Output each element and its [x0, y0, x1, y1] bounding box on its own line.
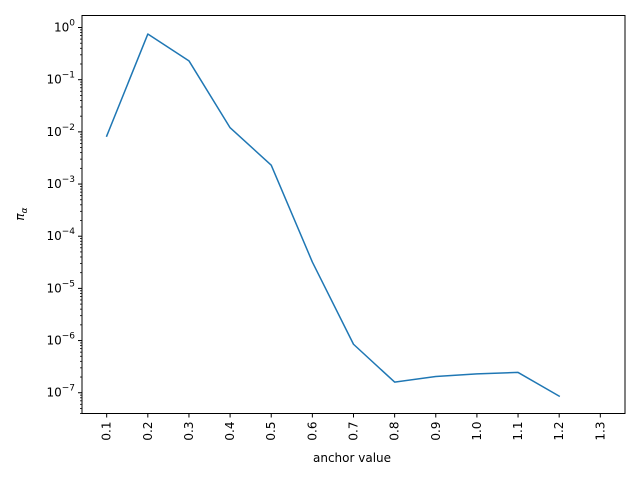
- series-layer: [105, 33, 561, 398]
- x-tick-label: 0.5: [264, 422, 278, 441]
- y-tick-label-base: 10: [46, 229, 61, 243]
- y-tick-label-base: 10: [46, 125, 61, 139]
- y-tick-label-base: 10: [46, 334, 61, 348]
- y-tick-label: 100: [54, 19, 75, 35]
- y-tick-label: 10−7: [46, 384, 75, 400]
- y-tick-label-exponent: 0: [69, 19, 75, 29]
- y-axis-label-sub: α: [20, 207, 30, 213]
- y-tick-label-exponent: −4: [62, 227, 76, 237]
- x-tick-label: 0.7: [347, 422, 361, 441]
- y-tick-label: 10−4: [46, 227, 75, 243]
- plot-frame: [81, 15, 626, 414]
- y-tick-label: 10−3: [46, 175, 75, 191]
- x-tick-label: 1.0: [470, 422, 484, 441]
- x-tick-label: 0.2: [141, 422, 155, 441]
- y-tick-label-base: 10: [54, 21, 69, 35]
- x-tick-label: 0.9: [429, 422, 443, 441]
- series-line: [105, 33, 561, 398]
- y-tick-label: 10−2: [46, 123, 75, 139]
- x-axis-label: anchor value: [313, 451, 391, 465]
- x-tick-label: 0.8: [388, 422, 402, 441]
- y-tick-label-exponent: −2: [62, 123, 75, 133]
- ticks-layer: 0.1 0.2 0.3 0.4 0.5 0.6 0.7 0.8 0.9 1.0 1.1 1.2 1.3 1…: [46, 19, 607, 441]
- y-tick-label-base: 10: [46, 386, 61, 400]
- y-tick-label-exponent: −5: [62, 279, 75, 289]
- x-tick-label: 0.4: [223, 422, 237, 441]
- x-tick-label: 1.3: [593, 422, 607, 441]
- y-tick-label-exponent: −1: [62, 71, 75, 81]
- x-tick-label: 0.6: [305, 422, 319, 441]
- x-tick-label: 1.2: [552, 422, 566, 441]
- y-tick-label: 10−6: [46, 332, 75, 348]
- y-axis-label-base: π: [13, 213, 27, 221]
- y-tick-label-exponent: −6: [62, 332, 76, 342]
- x-tick-label: 0.3: [182, 422, 196, 441]
- y-tick-label: 10−5: [46, 279, 75, 295]
- x-tick-label: 0.1: [100, 422, 114, 441]
- y-tick-label-base: 10: [46, 73, 61, 87]
- y-axis-label: πα: [13, 207, 30, 220]
- y-tick-label-exponent: −7: [62, 384, 75, 394]
- x-tick-label: 1.1: [511, 422, 525, 441]
- y-tick-label: 10−1: [46, 71, 75, 87]
- y-tick-label-exponent: −3: [62, 175, 75, 185]
- y-tick-label-base: 10: [46, 281, 61, 295]
- y-tick-label-base: 10: [46, 177, 61, 191]
